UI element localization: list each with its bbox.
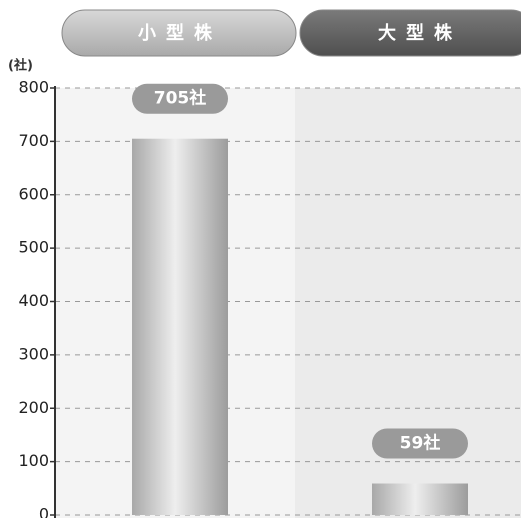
bar [372, 483, 468, 515]
y-tick-label: 100 [18, 451, 49, 470]
y-tick-label: 700 [18, 131, 49, 150]
category-pill [61, 9, 297, 57]
y-axis-label: (社) [8, 58, 33, 74]
value-label: 59社 [400, 433, 441, 454]
y-tick-label: 400 [18, 291, 49, 310]
category-pill [299, 9, 521, 57]
y-tick-label: 200 [18, 398, 49, 417]
y-tick-label: 600 [18, 184, 49, 203]
y-tick-label: 800 [18, 78, 49, 97]
value-label-pill [132, 83, 228, 114]
y-tick-label: 0 [39, 505, 49, 518]
category-label: 小型株 [138, 22, 222, 44]
value-label: 705社 [154, 88, 207, 109]
bar [132, 138, 228, 516]
category-label: 大型株 [378, 22, 462, 44]
y-tick-label: 300 [18, 344, 49, 363]
value-label-pill [372, 428, 468, 459]
y-tick-label: 500 [18, 238, 49, 257]
